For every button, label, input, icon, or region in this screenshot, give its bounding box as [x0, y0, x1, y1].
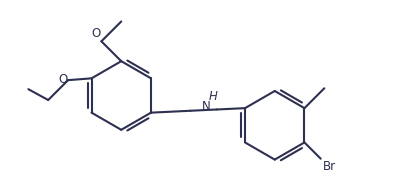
Text: H: H	[209, 90, 218, 103]
Text: O: O	[58, 73, 67, 86]
Text: Br: Br	[322, 160, 336, 173]
Text: O: O	[91, 28, 101, 40]
Text: N: N	[202, 100, 211, 113]
